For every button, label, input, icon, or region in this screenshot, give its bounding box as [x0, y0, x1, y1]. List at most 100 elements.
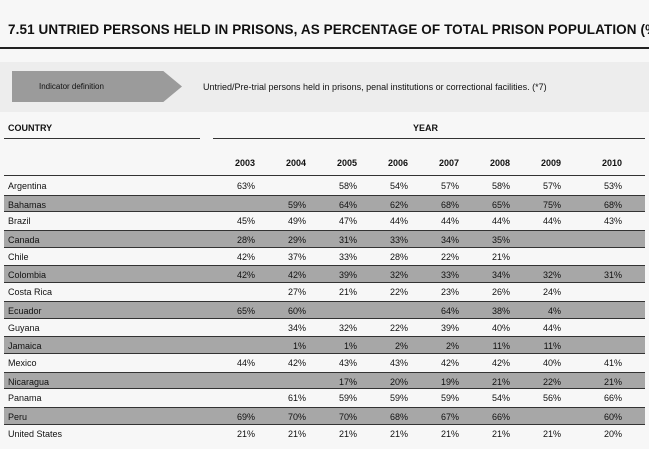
years-divider	[4, 175, 645, 176]
country-column-header: COUNTRY	[8, 123, 53, 133]
year-column-header: YEAR	[413, 123, 439, 133]
value-cell: 42%	[440, 357, 459, 368]
value-cell: 24%	[542, 287, 561, 298]
value-cell: 44%	[236, 357, 255, 368]
value-cell: 75%	[542, 199, 561, 210]
value-cell: 60%	[287, 305, 306, 316]
value-cell: 21%	[287, 428, 306, 439]
value-cell: 59%	[338, 393, 357, 404]
value-cell: 20%	[603, 428, 622, 439]
value-cell: 2%	[394, 341, 408, 352]
value-cell: 45%	[236, 216, 255, 227]
value-cell: 21%	[491, 251, 510, 262]
country-name: United States	[8, 428, 63, 439]
value-cell: 22%	[542, 376, 561, 387]
value-cell: 59%	[287, 199, 306, 210]
value-cell: 44%	[491, 216, 510, 227]
value-cell: 65%	[491, 199, 510, 210]
value-cell: 47%	[338, 216, 357, 227]
indicator-definition-text: Untried/Pre-trial persons held in prison…	[203, 82, 547, 92]
country-name: Nicaragua	[8, 376, 50, 387]
value-cell: 27%	[287, 287, 306, 298]
value-cell: 22%	[389, 322, 408, 333]
value-cell: 33%	[440, 270, 459, 281]
value-cell: 43%	[389, 357, 408, 368]
country-name: Jamaica	[8, 341, 42, 352]
value-cell: 39%	[338, 270, 357, 281]
table-row: Colombia 42% 42% 39% 32% 33% 34% 32% 31%	[4, 265, 645, 284]
value-cell: 21%	[389, 428, 408, 439]
value-cell: 4%	[547, 305, 561, 316]
country-name: Ecuador	[8, 305, 42, 316]
table-row: United States 21% 21% 21% 21% 21% 21% 21% 20%	[4, 425, 645, 443]
table-row: Mexico 44% 42% 43% 43% 42% 42% 40% 41%	[4, 354, 645, 372]
value-cell: 21%	[440, 428, 459, 439]
year-label: 2005	[336, 158, 357, 168]
value-cell: 1%	[343, 341, 357, 352]
table-row: Bahamas 59% 64% 62% 68% 65% 75% 68%	[4, 194, 645, 213]
value-cell: 17%	[338, 376, 357, 387]
value-cell: 60%	[603, 411, 622, 422]
header-divider-right	[213, 138, 645, 139]
value-cell: 32%	[338, 322, 357, 333]
year-label: 2007	[438, 158, 459, 168]
value-cell: 21%	[338, 287, 357, 298]
value-cell: 42%	[287, 357, 306, 368]
value-cell: 26%	[491, 287, 510, 298]
value-cell: 11%	[492, 341, 510, 352]
value-cell: 54%	[491, 393, 510, 404]
year-label: 2010	[601, 158, 622, 168]
country-name: Peru	[8, 411, 28, 422]
table-row: Costa Rica 27% 21% 22% 23% 26% 24%	[4, 283, 645, 301]
value-cell: 28%	[389, 251, 408, 262]
value-cell: 54%	[389, 181, 408, 191]
value-cell: 40%	[542, 357, 561, 368]
value-cell: 68%	[603, 199, 622, 210]
value-cell: 42%	[287, 270, 306, 281]
indicator-definition-label: Indicator definition	[39, 82, 104, 91]
value-cell: 1%	[292, 341, 306, 352]
country-name: Panama	[8, 393, 42, 404]
value-cell: 35%	[491, 235, 510, 246]
country-name: Argentina	[8, 181, 47, 191]
value-cell: 70%	[338, 411, 357, 422]
value-cell: 44%	[440, 216, 459, 227]
year-label: 2003	[234, 158, 255, 168]
value-cell: 37%	[287, 251, 306, 262]
value-cell: 59%	[440, 393, 459, 404]
value-cell: 39%	[440, 322, 459, 333]
value-cell: 34%	[287, 322, 306, 333]
value-cell: 64%	[440, 305, 459, 316]
value-cell: 33%	[338, 251, 357, 262]
page-title: 7.51 UNTRIED PERSONS HELD IN PRISONS, AS…	[8, 22, 649, 37]
value-cell: 61%	[287, 393, 306, 404]
table-row: Brazil 45% 49% 47% 44% 44% 44% 44% 43%	[4, 212, 645, 230]
table-row: Guyana 34% 32% 22% 39% 40% 44%	[4, 319, 645, 337]
value-cell: 21%	[338, 428, 357, 439]
value-cell: 34%	[440, 235, 459, 246]
country-name: Canada	[8, 235, 40, 246]
value-cell: 44%	[542, 216, 561, 227]
title-divider	[0, 47, 649, 49]
value-cell: 53%	[603, 181, 622, 191]
country-name: Guyana	[8, 322, 40, 333]
value-cell: 65%	[236, 305, 255, 316]
value-cell: 63%	[236, 181, 255, 191]
data-table: Argentina 63% 58% 54% 57% 58% 57% 53% Bahamas 59%…	[4, 177, 645, 442]
value-cell: 42%	[236, 251, 255, 262]
value-cell: 2%	[445, 341, 459, 352]
year-label: 2008	[489, 158, 510, 168]
year-label: 2004	[285, 158, 306, 168]
value-cell: 38%	[491, 305, 510, 316]
table-row: Panama 61% 59% 59% 59% 54% 56% 66%	[4, 389, 645, 407]
value-cell: 22%	[440, 251, 459, 262]
value-cell: 49%	[287, 216, 306, 227]
value-cell: 42%	[491, 357, 510, 368]
value-cell: 62%	[389, 199, 408, 210]
indicator-definition-tag: Indicator definition	[12, 71, 182, 102]
year-label: 2009	[540, 158, 561, 168]
country-name: Bahamas	[8, 199, 47, 210]
value-cell: 32%	[542, 270, 561, 281]
table-row: Chile 42% 37% 33% 28% 22% 21%	[4, 248, 645, 266]
value-cell: 31%	[603, 270, 622, 281]
